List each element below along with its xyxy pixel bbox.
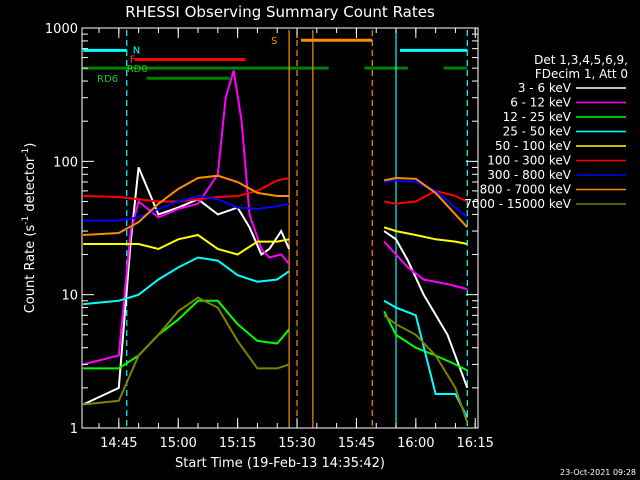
legend-item-label: 25 - 50 keV — [503, 125, 572, 139]
legend-item-label: 3 - 6 keV — [518, 81, 572, 95]
legend-item-label: 800 - 7000 keV — [480, 183, 572, 197]
plot-frame — [81, 27, 479, 429]
series-line — [83, 177, 468, 205]
y-tick-label: 1000 — [45, 22, 78, 37]
flag-label-n: N — [133, 45, 140, 56]
series-line — [82, 70, 468, 366]
series-line — [83, 296, 469, 423]
flag-label-rd6: RD6 — [97, 74, 118, 85]
legend-header-line1: Det 1,3,4,5,6,9, — [534, 53, 628, 67]
vertical-markers — [126, 30, 468, 428]
legend-item-label: 7000 - 15000 keV — [464, 197, 571, 211]
series-line — [83, 256, 469, 418]
x-tick-label: 16:15 — [456, 436, 493, 451]
y-axis-label-prefix: Count Rate (s — [23, 225, 38, 314]
x-axis-label: Start Time (19-Feb-13 14:35:42) — [175, 456, 385, 471]
x-tick-label: 16:00 — [397, 436, 434, 451]
y-axis-label-suffix: ) — [23, 143, 38, 148]
y-tick-label: 100 — [53, 155, 78, 170]
legend-item-label: 12 - 25 keV — [503, 110, 572, 124]
y-axis-label-sup-1: -1 — [21, 216, 31, 225]
y-axis: 1 10 100 1000 — [45, 22, 478, 437]
legend-item-label: 6 - 12 keV — [510, 96, 572, 110]
legend: Det 1,3,4,5,6,9, FDecim 1, Att 0 3 - 6 k… — [464, 53, 628, 211]
y-tick-label: 10 — [61, 289, 78, 304]
legend-item-label: 50 - 100 keV — [495, 139, 572, 153]
series-lines — [82, 70, 469, 423]
flag-label-rd0: RD0 — [127, 64, 148, 75]
y-axis-label-sup-2: -1 — [21, 148, 31, 157]
footer-timestamp: 23-Oct-2021 09:28 — [560, 468, 636, 477]
series-line — [83, 226, 468, 256]
flag-label-f: F — [130, 55, 136, 66]
legend-header-line2: FDecim 1, Att 0 — [535, 67, 628, 81]
legend-item-label: 300 - 800 keV — [487, 168, 571, 182]
legend-item-label: 100 - 300 keV — [487, 154, 571, 168]
y-axis-label: Count Rate (s-1 detector-1) — [21, 143, 38, 314]
x-tick-label: 15:45 — [338, 436, 375, 451]
x-tick-label: 15:15 — [219, 436, 256, 451]
y-axis-label-mid: detector — [23, 156, 38, 216]
x-tick-label: 15:30 — [278, 436, 315, 451]
x-axis: 14:45 15:00 15:15 15:30 15:45 16:00 16:15 — [98, 28, 494, 451]
chart-title: RHESSI Observing Summary Count Rates — [125, 3, 435, 21]
x-tick-label: 15:00 — [159, 436, 196, 451]
flag-label-s: S — [271, 36, 277, 47]
x-tick-label: 14:45 — [100, 436, 137, 451]
y-tick-label: 1 — [70, 422, 78, 437]
series-line — [83, 174, 469, 236]
